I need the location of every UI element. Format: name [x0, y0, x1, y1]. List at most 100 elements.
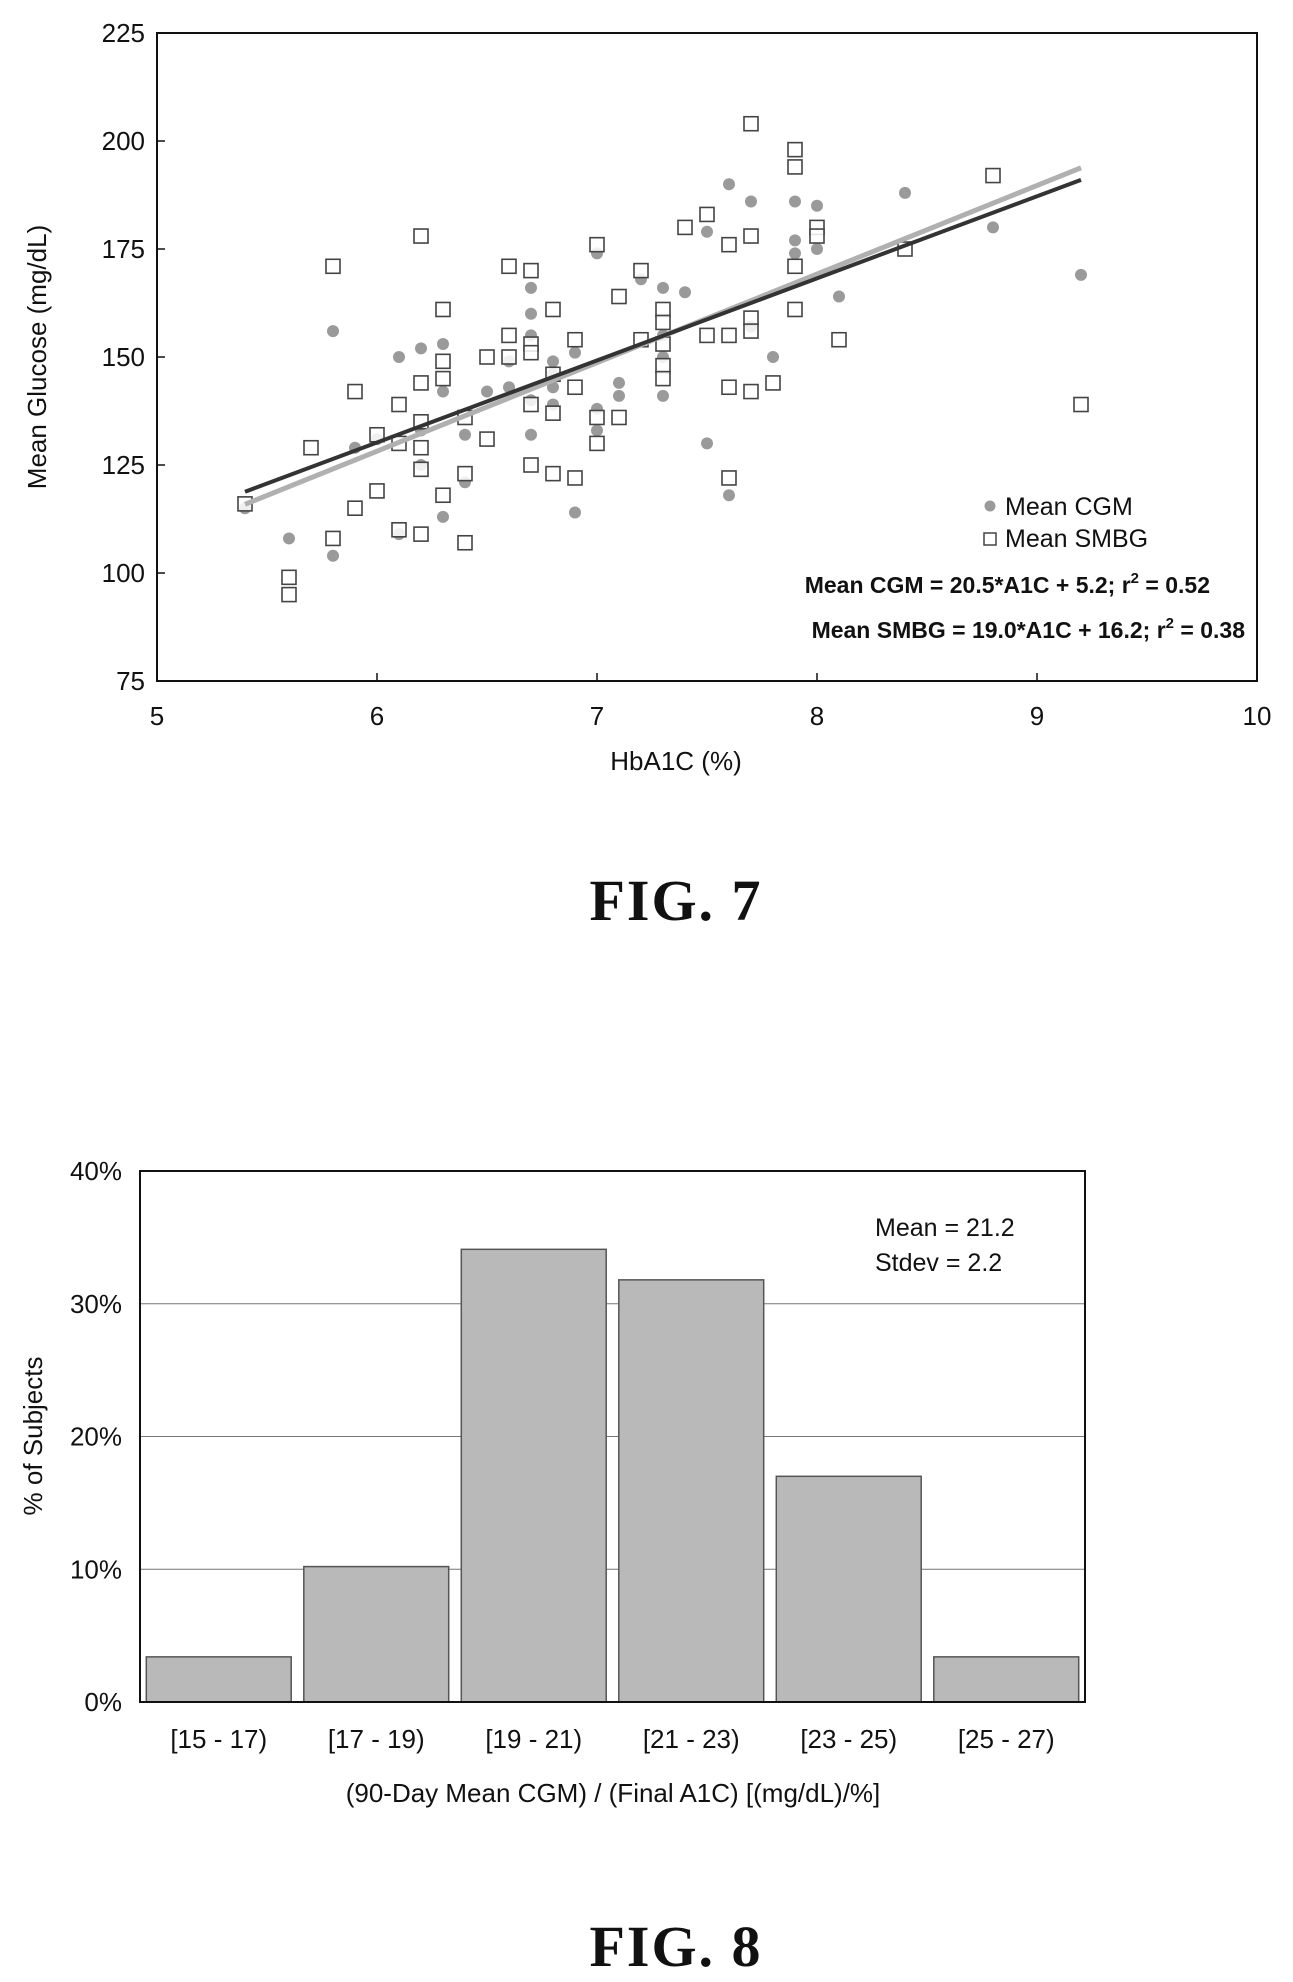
smbg-point [501, 349, 517, 365]
smbg-point [413, 439, 429, 456]
smbg-point [787, 301, 803, 318]
smbg-point [413, 228, 429, 244]
cgm-point [657, 389, 669, 402]
scatter-points [237, 115, 1089, 603]
x-tick-label: [19 - 21) [485, 1724, 582, 1754]
smbg-point [479, 431, 495, 447]
cgm-point [679, 286, 691, 299]
y-tick-label: 40% [70, 1156, 122, 1186]
smbg-point [1073, 396, 1089, 413]
cgm-point [459, 428, 471, 441]
cgm-point [547, 381, 559, 394]
bar [933, 1656, 1080, 1703]
smbg-fit-equation: Mean SMBG = 19.0*A1C + 16.2; r2 = 0.38 [812, 615, 1246, 643]
cgm-point [547, 355, 559, 368]
y-tick-label: 20% [70, 1422, 122, 1452]
bar-x-axis-label: (90-Day Mean CGM) / (Final A1C) [(mg/dL)… [346, 1778, 881, 1808]
y-tick-label: 10% [70, 1554, 122, 1584]
smbg-point [347, 500, 363, 517]
cgm-point [613, 389, 625, 402]
smbg-point [743, 310, 759, 326]
smbg-point [743, 383, 759, 400]
smbg-point [589, 236, 605, 253]
cgm-fit-equation: Mean CGM = 20.5*A1C + 5.2; r2 = 0.52 [805, 570, 1210, 598]
smbg-point [567, 331, 583, 348]
scatter-y-axis-ticks: 75 100 125 150 175 200 225 [102, 18, 165, 696]
smbg-point [567, 379, 583, 396]
cgm-point [789, 247, 801, 260]
cgm-point [701, 437, 713, 450]
y-tick-label: 175 [102, 234, 145, 264]
smbg-point [743, 115, 759, 132]
smbg-point [369, 483, 385, 499]
cgm-point [767, 351, 779, 363]
cgm-point [327, 325, 339, 338]
y-tick-label: 150 [102, 342, 145, 372]
smbg-point [655, 314, 671, 331]
y-tick-label: 30% [70, 1289, 122, 1319]
smbg-point [677, 219, 693, 236]
bar-chart: 0% 10% 20% 30% 40% [15 - 17) [17 - 19) [19 - 2… [18, 1156, 1086, 1808]
figure-label-7: FIG. 7 [589, 868, 762, 933]
smbg-point [831, 331, 847, 348]
bar-plot-frame [139, 1170, 1086, 1703]
smbg-point [655, 370, 671, 387]
bar [618, 1279, 765, 1703]
smbg-point [435, 370, 451, 387]
cgm-point [701, 225, 713, 238]
bar [460, 1248, 607, 1703]
bar [145, 1656, 292, 1703]
x-tick-label: 6 [370, 701, 384, 731]
legend-marker-smbg [983, 532, 997, 546]
smbg-point [633, 262, 649, 279]
smbg-point [413, 375, 429, 391]
bar-y-axis-label: % of Subjects [18, 1357, 48, 1516]
bar-chart-gridlines [140, 1303, 1085, 1570]
smbg-point [325, 258, 341, 275]
smbg-point [655, 357, 671, 374]
scatter-x-axis-label: HbA1C (%) [610, 746, 741, 776]
cgm-point [591, 424, 603, 437]
smbg-point [281, 586, 297, 603]
smbg-point [457, 465, 473, 482]
x-tick-label: [25 - 27) [958, 1724, 1055, 1754]
cgm-point [1075, 268, 1087, 281]
cgm-point [811, 243, 823, 255]
smbg-point [699, 327, 715, 344]
cgm-point [525, 428, 537, 441]
smbg-point [413, 526, 429, 542]
bar-chart-bars [145, 1248, 1080, 1703]
y-tick-label: 100 [102, 558, 145, 588]
smbg-point [523, 457, 539, 473]
smbg-point [721, 236, 737, 253]
smbg-point [281, 569, 297, 586]
smbg-fit-line [244, 178, 1082, 494]
smbg-point [655, 301, 671, 318]
stdev-annotation: Stdev = 2.2 [875, 1249, 1002, 1277]
y-tick-label: 75 [116, 666, 145, 696]
y-tick-label: 0% [84, 1687, 122, 1717]
cgm-point [723, 489, 735, 502]
y-tick-label: 225 [102, 18, 145, 48]
cgm-point [327, 549, 339, 562]
x-tick-label: 7 [590, 701, 604, 731]
smbg-point [721, 327, 737, 344]
cgm-point [393, 351, 405, 363]
smbg-point [721, 379, 737, 396]
scatter-x-axis-ticks: 5 6 7 8 9 10 [150, 673, 1271, 731]
smbg-point [699, 206, 715, 223]
legend-label-cgm: Mean CGM [1005, 493, 1133, 521]
cgm-point [789, 195, 801, 208]
cgm-point [833, 290, 845, 303]
smbg-point [611, 409, 627, 426]
y-tick-label: 200 [102, 126, 145, 156]
y-tick-label: 125 [102, 450, 145, 480]
smbg-point [457, 534, 473, 551]
scatter-legend: Mean CGM Mean SMBG [983, 493, 1148, 553]
smbg-point [435, 487, 451, 504]
smbg-point [589, 435, 605, 452]
x-tick-label: [23 - 25) [800, 1724, 897, 1754]
x-tick-label: [15 - 17) [170, 1724, 267, 1754]
smbg-point [545, 301, 561, 318]
